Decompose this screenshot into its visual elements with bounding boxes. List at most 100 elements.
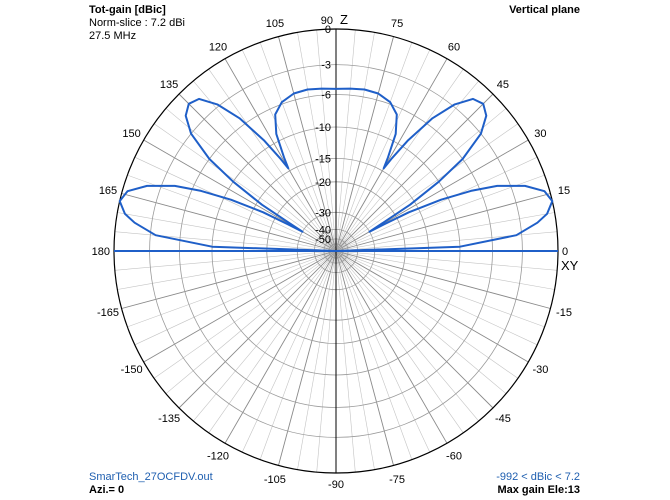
- angle-gridline: [335, 250, 519, 379]
- angle-gridline: [335, 29, 356, 252]
- radial-tick-label: -15: [315, 153, 331, 165]
- angle-label: -75: [389, 474, 405, 486]
- angle-label: 0: [562, 246, 568, 258]
- angle-gridline: [335, 250, 538, 346]
- angle-gridline: [316, 250, 337, 473]
- angle-gridline: [259, 42, 337, 252]
- angle-gridline: [127, 174, 337, 252]
- angle-gridline: [335, 250, 551, 309]
- angle-label: 165: [99, 185, 117, 197]
- angle-gridline: [335, 108, 507, 252]
- angle-gridline: [165, 108, 337, 252]
- angle-gridline: [335, 250, 375, 470]
- angle-label: 135: [160, 79, 178, 91]
- angle-gridline: [143, 139, 337, 252]
- angle-gridline: [153, 250, 337, 379]
- radiation-pattern-trace: [118, 87, 554, 252]
- angle-gridline: [241, 250, 337, 453]
- angle-gridline: [335, 250, 479, 422]
- angle-gridline: [335, 250, 356, 473]
- radial-tick-label: -40: [315, 224, 331, 236]
- angle-gridline: [335, 250, 413, 460]
- angle-gridline: [224, 58, 337, 252]
- angle-gridline: [297, 250, 337, 470]
- angle-label: -165: [97, 307, 119, 319]
- footer-right: -992 < dBic < 7.2 Max gain Ele:13: [496, 471, 580, 497]
- angle-label: 30: [534, 128, 546, 140]
- angle-gridline: [134, 250, 337, 346]
- radial-tick-label: -3: [321, 60, 331, 72]
- angle-gridline: [127, 250, 337, 328]
- gain-range: -992 < dBic < 7.2: [496, 471, 580, 483]
- angle-gridline: [117, 250, 337, 290]
- angle-gridline: [335, 156, 538, 252]
- angle-label: -30: [532, 364, 548, 376]
- angle-gridline: [297, 32, 337, 252]
- angle-gridline: [316, 29, 337, 252]
- angle-gridline: [335, 49, 431, 252]
- radial-tick-label: -20: [315, 177, 331, 189]
- angle-label: 120: [209, 42, 227, 54]
- angle-gridline: [278, 36, 337, 252]
- angle-gridline: [335, 250, 431, 453]
- angle-gridline: [335, 174, 545, 252]
- angle-gridline: [224, 250, 337, 444]
- angle-gridline: [335, 250, 507, 394]
- file-name: SmarTech_27OCFDV.out: [89, 471, 213, 483]
- max-gain-label: Max gain Ele:13: [497, 484, 580, 496]
- angle-gridline: [165, 250, 337, 394]
- angle-label: 15: [558, 185, 570, 197]
- angle-gridline: [117, 212, 337, 252]
- angle-gridline: [208, 250, 337, 434]
- angle-gridline: [153, 123, 337, 252]
- angle-gridline: [121, 193, 337, 252]
- axis-z-label: Z: [340, 12, 348, 27]
- angle-label: -150: [121, 364, 143, 376]
- angle-label: 75: [391, 18, 403, 30]
- angle-label: 180: [92, 246, 110, 258]
- angle-gridline: [193, 80, 337, 252]
- angle-gridline: [143, 250, 337, 363]
- angle-gridline: [335, 250, 464, 434]
- angle-label: -45: [495, 413, 511, 425]
- angle-label: -60: [446, 450, 462, 462]
- footer-left: SmarTech_27OCFDV.out Azi.= 0: [89, 471, 213, 497]
- radial-tick-label: -6: [321, 90, 331, 102]
- chart-title: Tot-gain [dBic]: [89, 4, 166, 16]
- angle-gridline: [335, 32, 375, 252]
- angle-gridline: [335, 93, 494, 252]
- angle-gridline: [335, 139, 529, 252]
- angle-gridline: [121, 250, 337, 309]
- angle-gridline: [335, 42, 413, 252]
- angle-gridline: [335, 212, 555, 252]
- axis-xy-label: XY: [561, 258, 579, 273]
- angle-gridline: [193, 250, 337, 422]
- angle-label: -120: [207, 450, 229, 462]
- norm-slice-label: Norm-slice : 7.2 dBi: [89, 17, 185, 29]
- angle-label: 90: [321, 15, 333, 27]
- radial-tick-label: -10: [315, 122, 331, 134]
- angle-gridline: [335, 231, 558, 252]
- angle-label: 45: [497, 79, 509, 91]
- angle-gridline: [241, 49, 337, 252]
- angle-gridline: [278, 250, 337, 466]
- angle-label: -90: [328, 479, 344, 491]
- header-left: Tot-gain [dBic] Norm-slice : 7.2 dBi 27.…: [89, 4, 185, 43]
- angle-label: 150: [122, 128, 140, 140]
- angle-label: -105: [264, 474, 286, 486]
- angle-gridline: [335, 250, 529, 363]
- angle-gridline: [335, 250, 494, 409]
- angle-gridline: [335, 250, 555, 290]
- angle-gridline: [335, 250, 448, 444]
- azimuth-label: Azi.= 0: [89, 484, 125, 496]
- radial-tick-label: -30: [315, 207, 331, 219]
- angle-gridline: [335, 58, 448, 252]
- angle-gridline: [335, 36, 394, 252]
- angle-gridline: [114, 231, 337, 252]
- angle-gridline: [335, 250, 545, 328]
- angle-gridline: [134, 156, 337, 252]
- angle-gridline: [335, 68, 464, 252]
- angle-gridline: [178, 250, 337, 409]
